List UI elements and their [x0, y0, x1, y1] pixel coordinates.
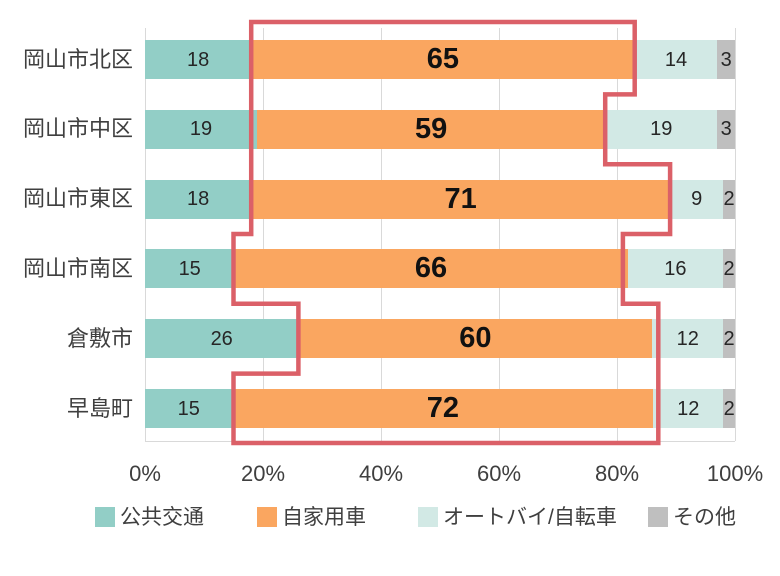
segment-value-label: 18 [186, 48, 210, 71]
segment-value-label: 15 [177, 397, 200, 420]
category-label: 早島町 [66, 395, 133, 421]
legend-item: 自家用車 [257, 506, 366, 528]
legend-label: オートバイ/自転車 [443, 505, 617, 529]
bar-row: 15 66 16 2 [145, 249, 735, 289]
bar-segment-private-car: 71 [251, 179, 671, 219]
category-label: 岡山市中区 [22, 116, 133, 142]
x-axis-line [145, 441, 735, 442]
segment-value-label: 65 [426, 43, 460, 75]
segment-value-label: 59 [415, 112, 448, 145]
bar-segment-public-transit: 18 [145, 40, 252, 79]
legend-item: その他 [648, 506, 736, 528]
x-axis-tick-label: 80% [594, 461, 640, 486]
category-label: 岡山市南区 [22, 255, 133, 281]
gridline [498, 28, 500, 441]
highlight-outline-path [231, 19, 673, 446]
segment-value-label: 3 [720, 48, 732, 71]
bar-segment-public-transit: 19 [145, 109, 258, 149]
gridline [144, 28, 146, 441]
segment-value-label: 71 [444, 182, 477, 215]
segment-value-label: 12 [677, 397, 700, 420]
bar-row: 19 59 19 3 [145, 109, 735, 149]
bar-row: 15 72 12 2 [145, 389, 735, 428]
segment-value-label: 14 [664, 48, 688, 71]
segment-value-label: 2 [723, 257, 735, 280]
gridline [616, 28, 618, 441]
bar-segment-bike-motorcycle: 12 [652, 319, 724, 359]
legend-label: 公共交通 [120, 505, 204, 529]
legend-item: オートバイ/自転車 [418, 506, 617, 528]
category-label: 岡山市東区 [22, 186, 133, 212]
segment-value-label: 2 [723, 327, 735, 350]
segment-value-label: 18 [186, 188, 210, 211]
bar-segment-other: 2 [723, 319, 735, 359]
segment-value-label: 2 [723, 397, 735, 420]
bar-segment-other: 3 [717, 109, 735, 149]
segment-value-label: 26 [210, 327, 233, 350]
x-axis-tick-label: 40% [358, 461, 404, 486]
bar-segment-other: 3 [717, 40, 735, 79]
bar-row: 18 71 9 2 [145, 179, 735, 219]
bar-segment-bike-motorcycle: 9 [670, 179, 724, 219]
x-axis-tick-label: 20% [240, 461, 286, 486]
x-axis-tick-label: 100% [706, 461, 764, 486]
segment-value-label: 3 [720, 118, 732, 141]
legend-label: 自家用車 [282, 505, 366, 529]
bar-row: 26 60 12 2 [145, 319, 735, 359]
legend-swatch-icon [418, 507, 438, 527]
x-axis-tick-label: 60% [476, 461, 522, 486]
legend-swatch-icon [648, 507, 668, 527]
bar-segment-public-transit: 26 [145, 319, 299, 359]
bar-segment-bike-motorcycle: 14 [634, 40, 718, 79]
x-axis-tick-label: 0% [129, 461, 161, 486]
bar-segment-private-car: 65 [251, 40, 635, 79]
category-label: 岡山市北区 [22, 46, 133, 72]
bar-segment-other: 2 [723, 179, 735, 219]
segment-value-label: 15 [178, 257, 201, 280]
bar-segment-public-transit: 15 [145, 389, 233, 428]
legend-label: その他 [673, 505, 736, 529]
segment-value-label: 9 [691, 188, 703, 211]
segment-value-label: 2 [723, 188, 735, 211]
bar-segment-private-car: 59 [257, 109, 606, 149]
bar-segment-private-car: 60 [298, 319, 653, 359]
bar-segment-public-transit: 18 [145, 179, 252, 219]
gridline [380, 28, 382, 441]
legend-swatch-icon [257, 507, 277, 527]
legend-swatch-icon [95, 507, 115, 527]
bar-segment-public-transit: 15 [145, 249, 235, 289]
bar-segment-bike-motorcycle: 19 [605, 109, 718, 149]
legend-item: 公共交通 [95, 506, 204, 528]
segment-value-label: 72 [426, 392, 460, 424]
bar-row: 18 65 14 3 [145, 40, 735, 79]
segment-value-label: 16 [664, 257, 687, 280]
bar-segment-other: 2 [723, 389, 735, 428]
bar-segment-private-car: 66 [234, 249, 628, 289]
bar-segment-other: 2 [723, 249, 735, 289]
bar-segment-private-car: 72 [232, 389, 654, 428]
gridline [734, 28, 736, 441]
gridline [262, 28, 264, 441]
category-label: 倉敷市 [66, 325, 133, 351]
segment-value-label: 19 [189, 118, 213, 141]
bar-segment-bike-motorcycle: 16 [627, 249, 724, 289]
segment-value-label: 19 [650, 118, 673, 141]
segment-value-label: 60 [459, 322, 492, 355]
bar-segment-bike-motorcycle: 12 [653, 389, 724, 428]
segment-value-label: 66 [414, 252, 448, 285]
segment-value-label: 12 [676, 327, 699, 350]
